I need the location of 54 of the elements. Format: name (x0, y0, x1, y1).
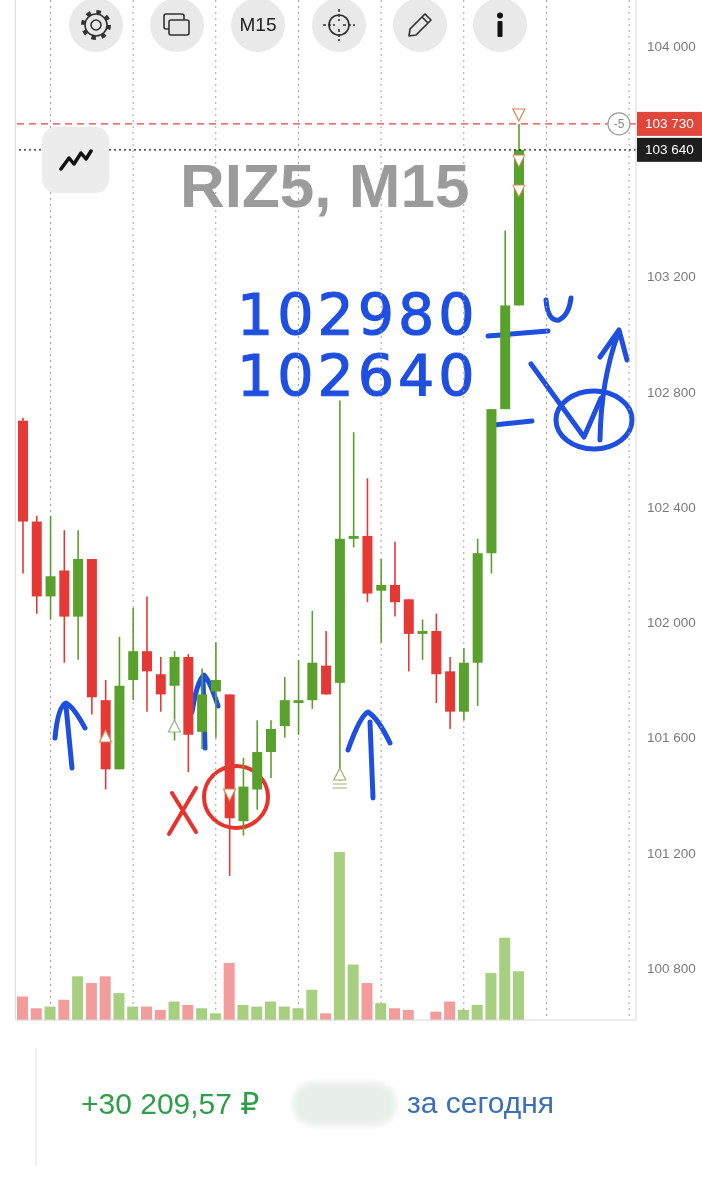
price-tag: 103 730 (637, 111, 702, 136)
annotation: M15 (239, 14, 277, 36)
ref-line-label: 103 640 (645, 142, 694, 158)
bar (471, 1004, 483, 1020)
text: RIZ5, M15 (180, 151, 470, 220)
bar (72, 976, 84, 1020)
bar (306, 989, 318, 1020)
bar (513, 971, 524, 1020)
text: +30 209,57 ₽ (81, 1086, 260, 1121)
bar (237, 1004, 249, 1020)
ref-line-label: 103 730 (645, 116, 694, 132)
candlestick (266, 719, 276, 779)
candlestick (142, 595, 152, 713)
y-tick-label: 102 800 (647, 384, 696, 400)
y-tick-label: 104 000 (647, 38, 696, 54)
bar (361, 983, 373, 1020)
round-button: M15 (231, 0, 285, 52)
bar (168, 1001, 180, 1020)
bar (196, 1008, 208, 1020)
bar (389, 1008, 400, 1020)
candlestick (210, 641, 221, 739)
candlestick (293, 659, 304, 736)
bar (499, 937, 511, 1020)
bar (30, 1008, 42, 1020)
bar (17, 996, 28, 1020)
bar (85, 983, 97, 1020)
candlestick (348, 431, 359, 549)
candlestick (417, 618, 428, 661)
round-badge: -5 (607, 112, 631, 136)
bar (223, 962, 235, 1020)
bar (99, 976, 111, 1020)
candlestick (45, 514, 56, 621)
y-tick-label: 101 600 (647, 730, 696, 746)
bar (265, 1001, 276, 1020)
bar (58, 999, 70, 1020)
candlestick (390, 540, 400, 618)
bar (347, 964, 359, 1020)
price-tag: 103 640 (637, 137, 702, 162)
candlestick (155, 656, 166, 713)
candlestick (376, 558, 387, 644)
y-tick-label: 102 000 (647, 615, 696, 631)
y-tick-label: 103 200 (647, 269, 696, 285)
bar (182, 1004, 194, 1020)
bar (292, 1008, 304, 1020)
bar (113, 993, 125, 1020)
bar (333, 852, 345, 1020)
y-tick-label: 102 400 (647, 499, 696, 515)
annotation: -5 (613, 116, 625, 131)
y-tick-label: 101 200 (647, 845, 696, 861)
y-tick-label: 100 800 (647, 960, 696, 976)
text: за сегодня (407, 1086, 555, 1120)
bar (375, 1003, 387, 1020)
bar (444, 1001, 456, 1020)
bar (485, 972, 497, 1020)
